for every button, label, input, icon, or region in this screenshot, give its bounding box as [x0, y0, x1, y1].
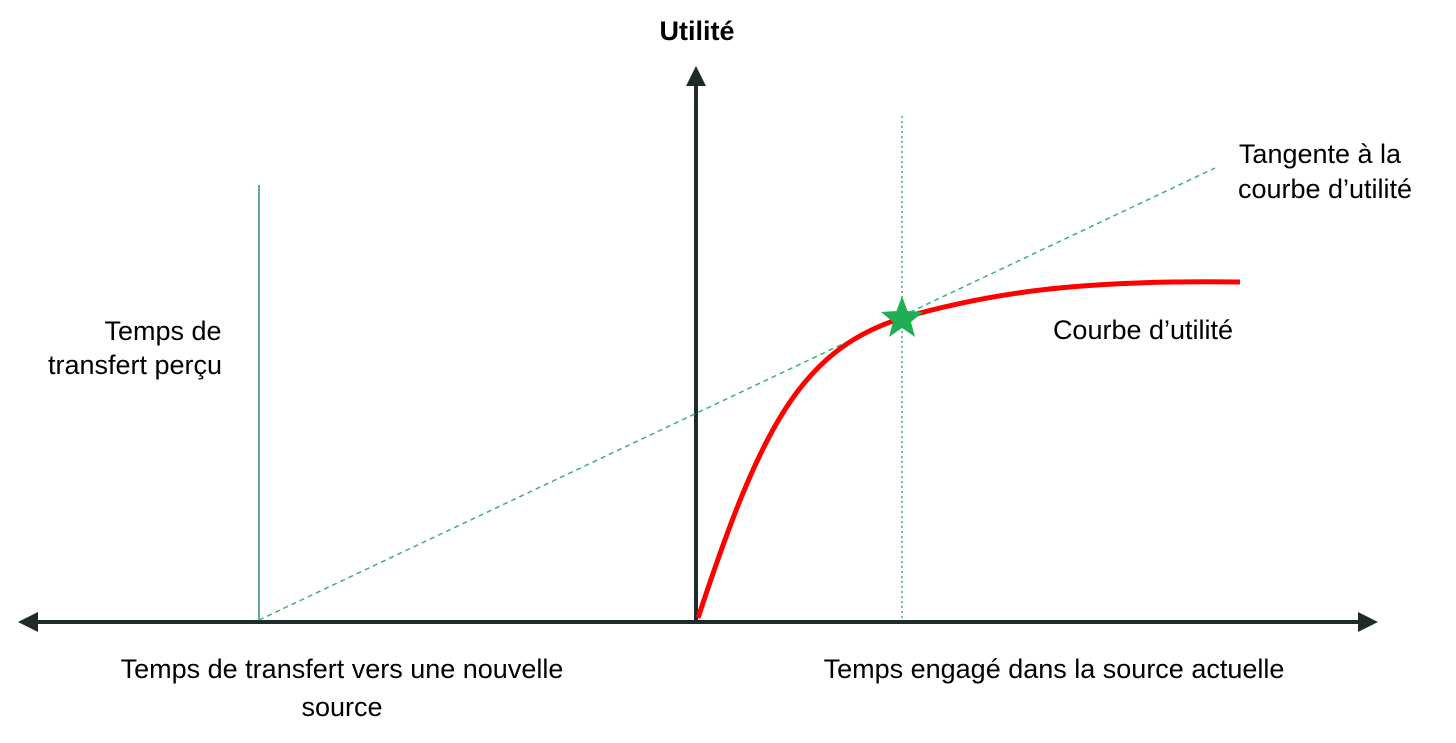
- star-icon: [881, 296, 923, 337]
- y-axis-label: Utilité: [659, 16, 734, 46]
- x-axis-left-label-line2: source: [301, 692, 382, 722]
- x-axis-left-label-line1: Temps de transfert vers une nouvelle: [121, 654, 564, 684]
- tangent-label-line1: Tangente à la: [1239, 139, 1402, 169]
- x-axis-right-label: Temps engagé dans la source actuelle: [824, 654, 1285, 684]
- perceived-transfer-label-line1: Temps de: [104, 316, 221, 346]
- tangent-label-line2: courbe d’utilité: [1238, 174, 1412, 204]
- tangent-line: [258, 167, 1216, 621]
- perceived-transfer-label-line2: transfert perçu: [48, 350, 222, 380]
- curve-label: Courbe d’utilité: [1053, 315, 1233, 345]
